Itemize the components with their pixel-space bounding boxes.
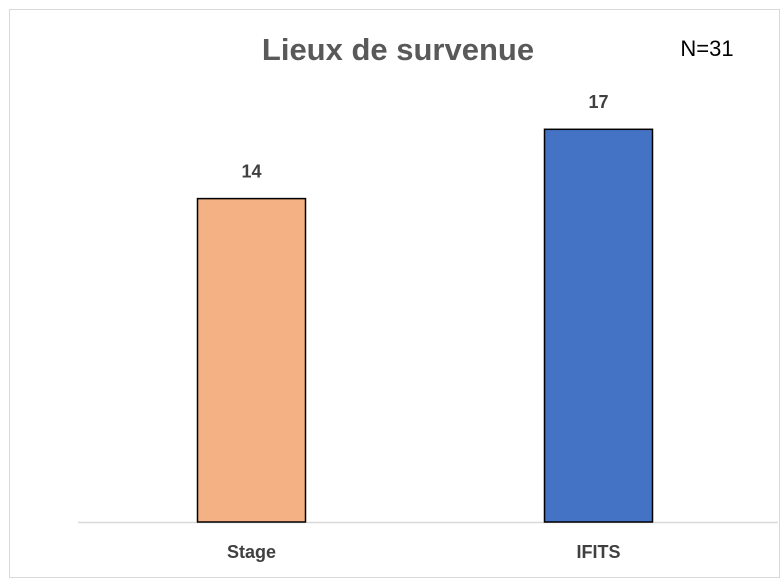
data-label: 14 [241,161,261,181]
chart-frame [9,9,780,578]
x-tick-label: Stage [227,542,276,562]
chart-title: Lieux de survenue [262,32,534,67]
bar [196,197,307,523]
data-label: 17 [588,92,608,112]
x-tick-label: IFITS [577,542,621,562]
annotation: N=31 [680,36,733,61]
bar [543,128,654,523]
